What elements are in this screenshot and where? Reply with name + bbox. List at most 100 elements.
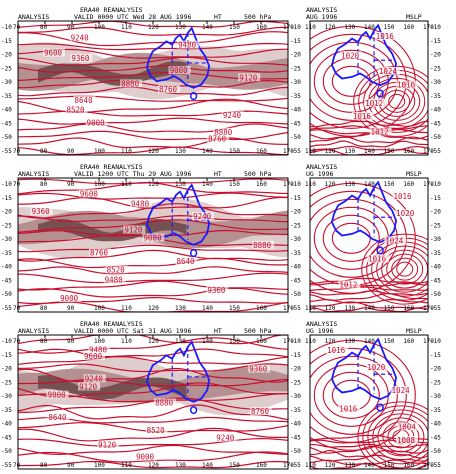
contour-label-bg (83, 351, 106, 360)
lat-tick-label-right: -10 (290, 24, 301, 31)
lon-tick-label-bottom: 160 (403, 462, 414, 469)
contour-line (18, 367, 288, 383)
isobar-label-bg (384, 236, 407, 245)
isobar (367, 409, 428, 465)
contour-line (18, 444, 288, 456)
lon-tick-label-top: 150 (229, 181, 240, 188)
contour-label-bg (177, 40, 200, 49)
lat-tick-label-right: -55 (290, 462, 301, 469)
lat-tick-label-right: -35 (430, 407, 441, 414)
contour-line (310, 290, 428, 296)
lon-tick-label-top: 150 (384, 338, 395, 345)
isobar (353, 65, 428, 137)
contour-label: 8760 (159, 85, 178, 94)
contour-line (18, 137, 288, 149)
isobar-label-bg (392, 192, 415, 201)
lat-tick-label-left: -35 (1, 250, 12, 257)
lat-tick-label-right: -35 (290, 407, 301, 414)
lat-tick-label-right: -30 (430, 236, 441, 243)
tasmania-coastline (376, 89, 384, 98)
contour-line (18, 404, 288, 421)
lon-tick-label-bottom: 90 (67, 148, 75, 155)
lon-tick-label-top: 80 (40, 181, 48, 188)
contour-label-bg (69, 33, 92, 42)
lon-tick-label-bottom: 130 (344, 462, 355, 469)
lat-tick-label-left: -35 (1, 407, 12, 414)
lat-tick-label-right: -50 (430, 291, 441, 298)
map-area: 1016 1020 1024 1016 1004 1008 (310, 335, 428, 469)
lon-tick-label-top: 110 (305, 24, 316, 31)
isobar-label-bg (377, 66, 400, 75)
isobar-label: 1016 (393, 192, 412, 201)
tasmania-coastline (376, 403, 384, 412)
contour-label: 9360 (71, 54, 90, 63)
map-area: 1016 1020 1024 1016 1012 (310, 178, 428, 312)
lon-tick-label-bottom: 80 (40, 148, 48, 155)
isobar-label-bg (364, 98, 387, 107)
dataset-title: ERA40 REANALYSIS (80, 6, 143, 14)
map-frame (309, 177, 429, 313)
lon-tick-label-bottom: 150 (384, 462, 395, 469)
contour-line (18, 427, 288, 442)
valid-date: UG 1996 (306, 170, 333, 178)
lat-tick-label-right: -25 (430, 222, 441, 229)
lon-tick-label-bottom: 150 (229, 305, 240, 312)
isobar (377, 417, 425, 457)
contour-label-bg (83, 374, 106, 383)
lon-tick-label-bottom: 150 (384, 305, 395, 312)
contour-line (310, 307, 428, 312)
lon-tick-label-top: 110 (305, 181, 316, 188)
lon-tick-label-bottom: 80 (40, 462, 48, 469)
isobar (361, 233, 428, 305)
isobar-label: 1020 (367, 363, 386, 372)
lon-tick-label-top: 120 (325, 24, 336, 31)
contour-line (18, 378, 288, 387)
lon-tick-label-top: 170 (283, 181, 294, 188)
jet-stream-shading (38, 219, 187, 242)
lat-tick-label-right: -10 (290, 181, 301, 188)
lon-tick-label-bottom: 140 (364, 305, 375, 312)
lon-tick-label-bottom: 120 (148, 305, 159, 312)
lon-tick-label-bottom: 70 (13, 305, 21, 312)
lat-tick-label-right: -40 (290, 421, 301, 428)
isobar (310, 339, 416, 451)
lon-tick-label-bottom: 150 (384, 148, 395, 155)
lon-tick-label-top: 120 (148, 338, 159, 345)
lon-tick-label-bottom: 150 (229, 148, 240, 155)
lat-tick-label-left: -25 (1, 65, 12, 72)
lon-tick-label-bottom: 70 (13, 148, 21, 155)
lat-tick-label-right: -55 (290, 305, 301, 312)
contour-label: 9000 (87, 118, 106, 127)
contour-label-bg (78, 189, 101, 198)
contour-label-bg (249, 407, 272, 416)
panel-label: ANALYSIS (306, 320, 337, 328)
lon-tick-label-bottom: 170 (423, 148, 434, 155)
contour-line (18, 437, 288, 447)
tasmania-coastline (189, 406, 198, 415)
lat-tick-label-right: -10 (430, 24, 441, 31)
contour-label: 8760 (208, 135, 227, 144)
contour-label: 8880 (121, 79, 140, 88)
lon-tick-label-top: 130 (175, 338, 186, 345)
lon-tick-label-top: 140 (364, 338, 375, 345)
lat-tick-label-left: -20 (1, 209, 12, 216)
lat-tick-label-right: -35 (430, 250, 441, 257)
field-name: MSLP (406, 13, 422, 21)
lon-tick-label-top: 130 (175, 181, 186, 188)
isobar-label: 1016 (353, 112, 372, 121)
valid-date: UG 1996 (306, 327, 333, 335)
contour-label: 8760 (251, 407, 270, 416)
lon-tick-label-bottom: 130 (344, 305, 355, 312)
map-frame (309, 20, 429, 156)
isobar (376, 245, 428, 293)
isobar-label-bg (326, 346, 349, 355)
contour-label: 8880 (155, 398, 174, 407)
lat-tick-label-right: -30 (430, 79, 441, 86)
contour-line (18, 244, 288, 253)
lat-tick-label-right: -15 (290, 195, 301, 202)
lon-tick-label-bottom: 130 (175, 148, 186, 155)
lat-tick-label-right: -15 (430, 195, 441, 202)
contour-label-bg (97, 440, 120, 449)
valid-time: VALID 0000 UTC Wed 28 AUG 1996 (74, 13, 191, 21)
